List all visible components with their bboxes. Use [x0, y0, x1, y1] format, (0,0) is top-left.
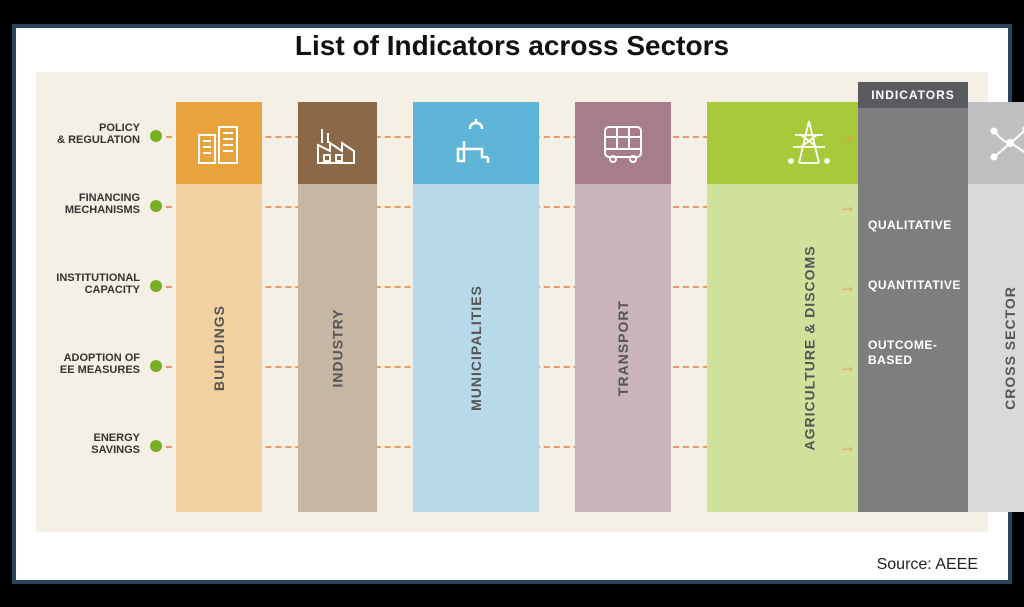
sector-column: BUILDINGS: [176, 102, 262, 512]
indicator-item: OUTCOME-BASED: [868, 338, 958, 367]
arrow-icon: →: [838, 196, 856, 217]
sector-column-body: INDUSTRY: [298, 184, 377, 512]
row-dot: [150, 280, 162, 292]
source-label: Source: AEEE: [877, 556, 978, 574]
arrow-icon: →: [838, 276, 856, 297]
indicators-column: INDICATORS QUALITATIVE QUANTITATIVE OUTCOM…: [858, 82, 968, 512]
tap-icon: [413, 102, 539, 184]
arrow-icon: →: [838, 436, 856, 457]
row-dot: [150, 130, 162, 142]
sector-column: TRANSPORT: [575, 102, 671, 512]
sector-label: AGRICULTURE & DISCOMS: [801, 245, 817, 450]
row-label: ADOPTION OFEE MEASURES: [36, 352, 156, 377]
sector-column: INDUSTRY: [298, 102, 377, 512]
arrow-icon: →: [838, 356, 856, 377]
buildings-icon: [176, 102, 262, 184]
industry-icon: [298, 102, 377, 184]
sector-label: INDUSTRY: [330, 308, 346, 387]
row-dot: [150, 360, 162, 372]
indicators-body: QUALITATIVE QUANTITATIVE OUTCOME-BASED: [858, 108, 968, 512]
chart-title: List of Indicators across Sectors: [16, 28, 1008, 62]
row-label: ENERGYSAVINGS: [36, 432, 156, 457]
row-label: INSTITUTIONALCAPACITY: [36, 272, 156, 297]
row-label: FINANCINGMECHANISMS: [36, 192, 156, 217]
sector-column: MUNICIPALITIES: [413, 102, 539, 512]
sector-label: BUILDINGS: [211, 305, 227, 391]
sector-column-body: BUILDINGS: [176, 184, 262, 512]
row-dot: [150, 200, 162, 212]
sector-column-body: MUNICIPALITIES: [413, 184, 539, 512]
indicator-item: QUALITATIVE: [868, 218, 958, 232]
row-label: POLICY& REGULATION: [36, 122, 156, 147]
sector-label: CROSS SECTOR: [1002, 286, 1018, 410]
sector-columns: BUILDINGS INDUSTRY MUNICIPALITIES TRANSPORT…: [176, 102, 853, 512]
sector-label: MUNICIPALITIES: [468, 285, 484, 411]
arrow-icon: →: [838, 126, 856, 147]
indicators-header: INDICATORS: [858, 82, 968, 108]
indicator-item: QUANTITATIVE: [868, 278, 958, 292]
bus-icon: [575, 102, 671, 184]
sector-label: TRANSPORT: [615, 299, 631, 395]
chart-canvas: POLICY& REGULATION FINANCINGMECHANISMS INS…: [36, 72, 988, 532]
infographic-frame: List of Indicators across Sectors POLICY…: [12, 24, 1012, 584]
sector-column-body: TRANSPORT: [575, 184, 671, 512]
row-dot: [150, 440, 162, 452]
